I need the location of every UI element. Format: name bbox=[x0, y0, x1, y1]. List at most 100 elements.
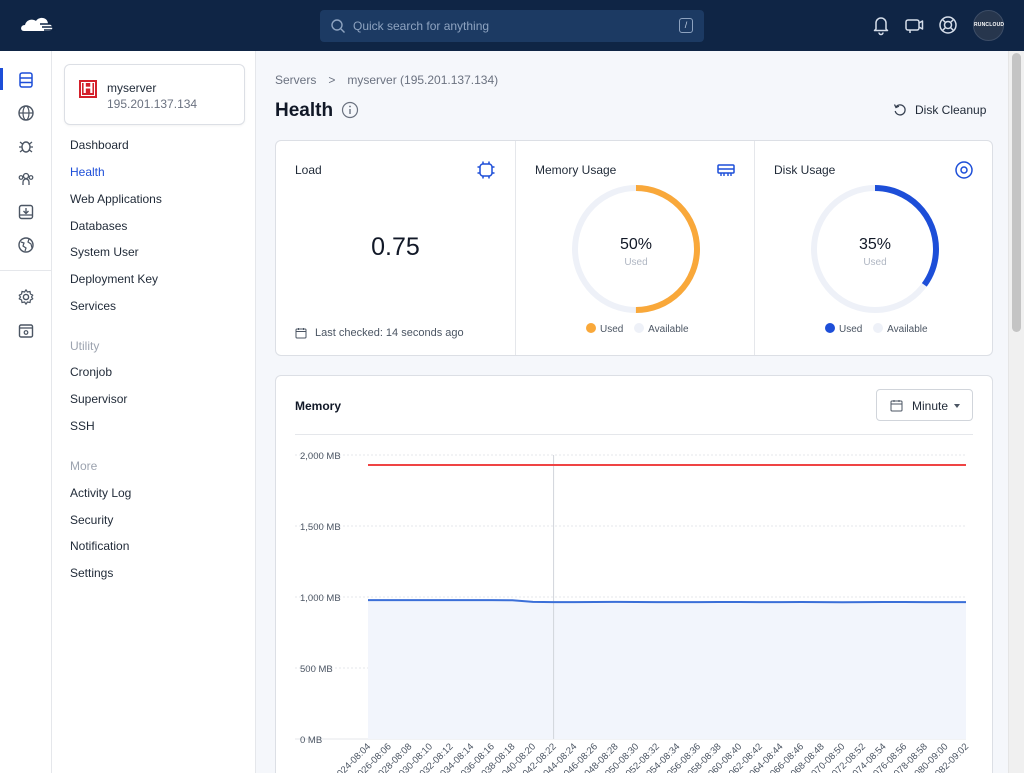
breadcrumb-servers[interactable]: Servers bbox=[275, 73, 317, 87]
nav-ssh[interactable]: SSH bbox=[70, 419, 95, 433]
legend-label-available: Available bbox=[887, 324, 928, 335]
memory-legend: Used Available bbox=[586, 323, 697, 335]
page-scrollbar[interactable] bbox=[1008, 51, 1024, 773]
archive-box-icon[interactable] bbox=[17, 322, 35, 340]
health-stats-panel: Load 0.75 Last checked: 14 seconds ago M… bbox=[275, 140, 993, 356]
nav-supervisor[interactable]: Supervisor bbox=[70, 392, 128, 406]
legend-dot-available bbox=[634, 323, 645, 333]
server-side-nav: H myserver 195.201.137.134 Dashboard Hea… bbox=[52, 51, 256, 773]
memory-percent: 50% bbox=[619, 236, 653, 253]
disk-icon bbox=[955, 161, 973, 179]
server-selector-card[interactable]: H myserver 195.201.137.134 bbox=[64, 64, 245, 125]
last-checked-text: Last checked: 14 seconds ago bbox=[315, 327, 464, 339]
main-content: Servers > myserver (195.201.137.134) Healt… bbox=[256, 51, 1008, 773]
calendar-icon bbox=[295, 328, 307, 339]
disk-donut-chart bbox=[811, 185, 939, 313]
chart-divider bbox=[295, 434, 973, 435]
nav-health[interactable]: Health bbox=[70, 165, 105, 179]
disk-legend: Used Available bbox=[825, 323, 936, 335]
nav-settings[interactable]: Settings bbox=[70, 566, 114, 580]
inbox-download-icon[interactable] bbox=[17, 203, 35, 221]
rail-divider bbox=[0, 270, 52, 271]
nav-system-user[interactable]: System User bbox=[70, 245, 139, 259]
breadcrumb-separator: > bbox=[328, 73, 336, 87]
quick-search[interactable]: Quick search for anything / bbox=[320, 10, 704, 42]
disk-cleanup-label: Disk Cleanup bbox=[915, 103, 987, 117]
memory-donut: 50% Used bbox=[569, 182, 703, 316]
disk-legend-available: Available bbox=[873, 323, 928, 335]
bell-icon[interactable] bbox=[870, 14, 892, 36]
search-icon bbox=[331, 19, 345, 33]
chevron-down-icon bbox=[954, 404, 960, 408]
memory-usage-title: Memory Usage bbox=[535, 163, 617, 177]
nav-section-more: More bbox=[70, 459, 98, 473]
servers-icon[interactable] bbox=[17, 71, 35, 89]
calendar-icon bbox=[890, 400, 903, 412]
bug-icon[interactable] bbox=[17, 137, 35, 155]
announcement-icon[interactable] bbox=[903, 14, 925, 36]
disk-legend-used: Used bbox=[825, 323, 862, 335]
globe-icon[interactable] bbox=[17, 104, 35, 122]
info-icon[interactable] bbox=[341, 101, 359, 119]
memory-chip-icon bbox=[717, 164, 735, 176]
page-title: Health bbox=[275, 100, 334, 121]
nav-databases[interactable]: Databases bbox=[70, 219, 128, 233]
server-ip: 195.201.137.134 bbox=[107, 97, 198, 111]
memory-usage-stat: Memory Usage 50% Used Used Available bbox=[515, 141, 754, 355]
hetzner-logo: H bbox=[79, 80, 97, 98]
legend-label-used: Used bbox=[600, 324, 624, 335]
nav-deployment-key[interactable]: Deployment Key bbox=[70, 272, 159, 286]
interval-label: Minute bbox=[912, 399, 949, 413]
memory-legend-used: Used bbox=[586, 323, 623, 335]
legend-label-available: Available bbox=[648, 324, 689, 335]
world-network-icon[interactable] bbox=[17, 236, 35, 254]
rail-active-indicator bbox=[0, 68, 3, 90]
cloud-logo-icon[interactable] bbox=[18, 12, 58, 38]
legend-dot-used bbox=[586, 323, 596, 333]
search-shortcut-badge: / bbox=[679, 18, 693, 33]
memory-usage-area bbox=[368, 600, 966, 739]
memory-legend-available: Available bbox=[634, 323, 689, 335]
memory-used-arc bbox=[572, 185, 700, 313]
y-tick-label: 500 MB bbox=[300, 664, 333, 675]
nav-activity-log[interactable]: Activity Log bbox=[70, 486, 132, 500]
gear-icon[interactable] bbox=[17, 288, 35, 306]
load-title: Load bbox=[295, 163, 322, 177]
interval-dropdown[interactable]: Minute bbox=[876, 389, 973, 421]
cpu-icon bbox=[477, 161, 495, 179]
server-name: myserver bbox=[107, 81, 157, 95]
y-tick-label: 1,000 MB bbox=[300, 593, 341, 604]
load-stat: Load 0.75 Last checked: 14 seconds ago bbox=[276, 141, 515, 355]
icon-rail bbox=[0, 51, 52, 773]
memory-usage-line bbox=[368, 599, 966, 604]
legend-label-used: Used bbox=[839, 324, 863, 335]
nav-notification[interactable]: Notification bbox=[70, 539, 130, 553]
load-value: 0.75 bbox=[371, 233, 420, 261]
help-lifebuoy-icon[interactable] bbox=[937, 14, 959, 36]
nav-dashboard[interactable]: Dashboard bbox=[70, 138, 129, 152]
memory-chart-card: Memory Minute 0 MB 500 MB 1,000 MB 1,500 MB… bbox=[275, 375, 993, 773]
y-tick-label: 0 MB bbox=[300, 735, 322, 746]
y-tick-label: 2,000 MB bbox=[300, 451, 341, 462]
legend-dot-available bbox=[873, 323, 884, 333]
nav-cronjob[interactable]: Cronjob bbox=[70, 365, 113, 379]
scrollbar-thumb[interactable] bbox=[1012, 53, 1021, 332]
memory-used-caption: Used bbox=[624, 257, 648, 268]
disk-usage-title: Disk Usage bbox=[774, 163, 836, 177]
team-icon[interactable] bbox=[17, 170, 35, 188]
disk-percent: 35% bbox=[858, 236, 892, 253]
nav-security[interactable]: Security bbox=[70, 513, 114, 527]
breadcrumb-current: myserver (195.201.137.134) bbox=[347, 73, 499, 87]
last-checked: Last checked: 14 seconds ago bbox=[295, 327, 475, 341]
refresh-icon bbox=[893, 104, 906, 116]
top-bar: Quick search for anything / RUNCLOUD bbox=[0, 0, 1024, 51]
disk-used-caption: Used bbox=[863, 257, 887, 268]
memory-donut-chart bbox=[572, 185, 700, 313]
disk-usage-stat: Disk Usage 35% Used Used Available bbox=[754, 141, 993, 355]
nav-web-applications[interactable]: Web Applications bbox=[70, 192, 162, 206]
disk-cleanup-button[interactable]: Disk Cleanup bbox=[893, 102, 987, 120]
disk-donut: 35% Used bbox=[808, 182, 942, 316]
nav-services[interactable]: Services bbox=[70, 299, 117, 313]
user-avatar[interactable]: RUNCLOUD bbox=[973, 10, 1004, 41]
